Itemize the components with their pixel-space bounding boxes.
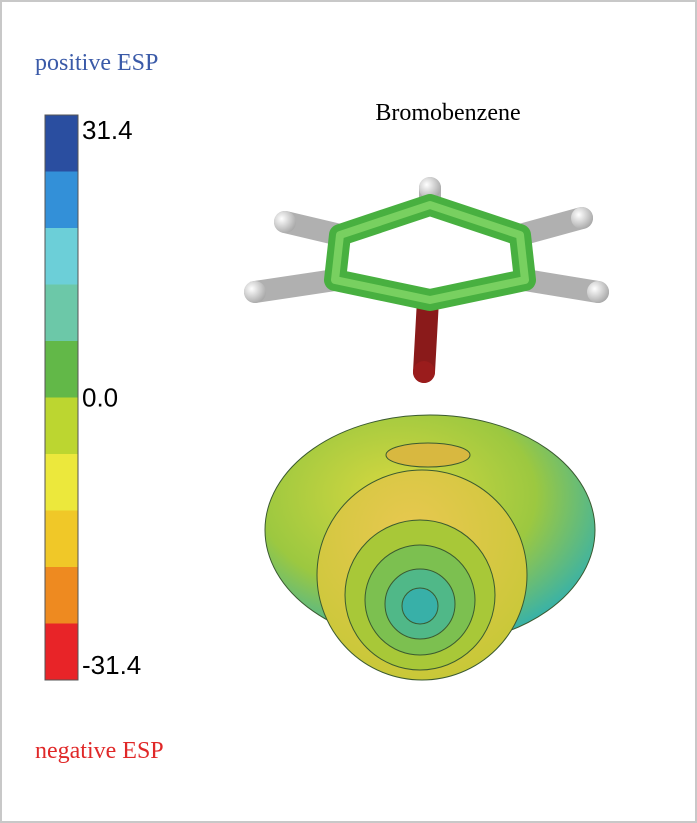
colorbar-band <box>45 398 78 455</box>
colorbar-band <box>45 228 78 285</box>
molecule-name: Bromobenzene <box>375 100 520 126</box>
colorbar-band <box>45 511 78 568</box>
positive-label: positive ESP <box>35 50 158 76</box>
colorbar-band <box>45 285 78 342</box>
tick-label: -31.4 <box>82 650 141 680</box>
colorbar-band <box>45 567 78 624</box>
colorbar-band <box>45 341 78 398</box>
tick-label: 0.0 <box>82 383 118 413</box>
colorbar-band <box>45 115 78 172</box>
figure: positive ESP negative ESP Bromobenzene 3… <box>0 0 697 823</box>
colorbar-band <box>45 454 78 511</box>
tick-label: 31.4 <box>82 115 133 145</box>
negative-label: negative ESP <box>35 738 164 764</box>
colorbar-band <box>45 624 78 681</box>
colorbar-band <box>45 172 78 229</box>
